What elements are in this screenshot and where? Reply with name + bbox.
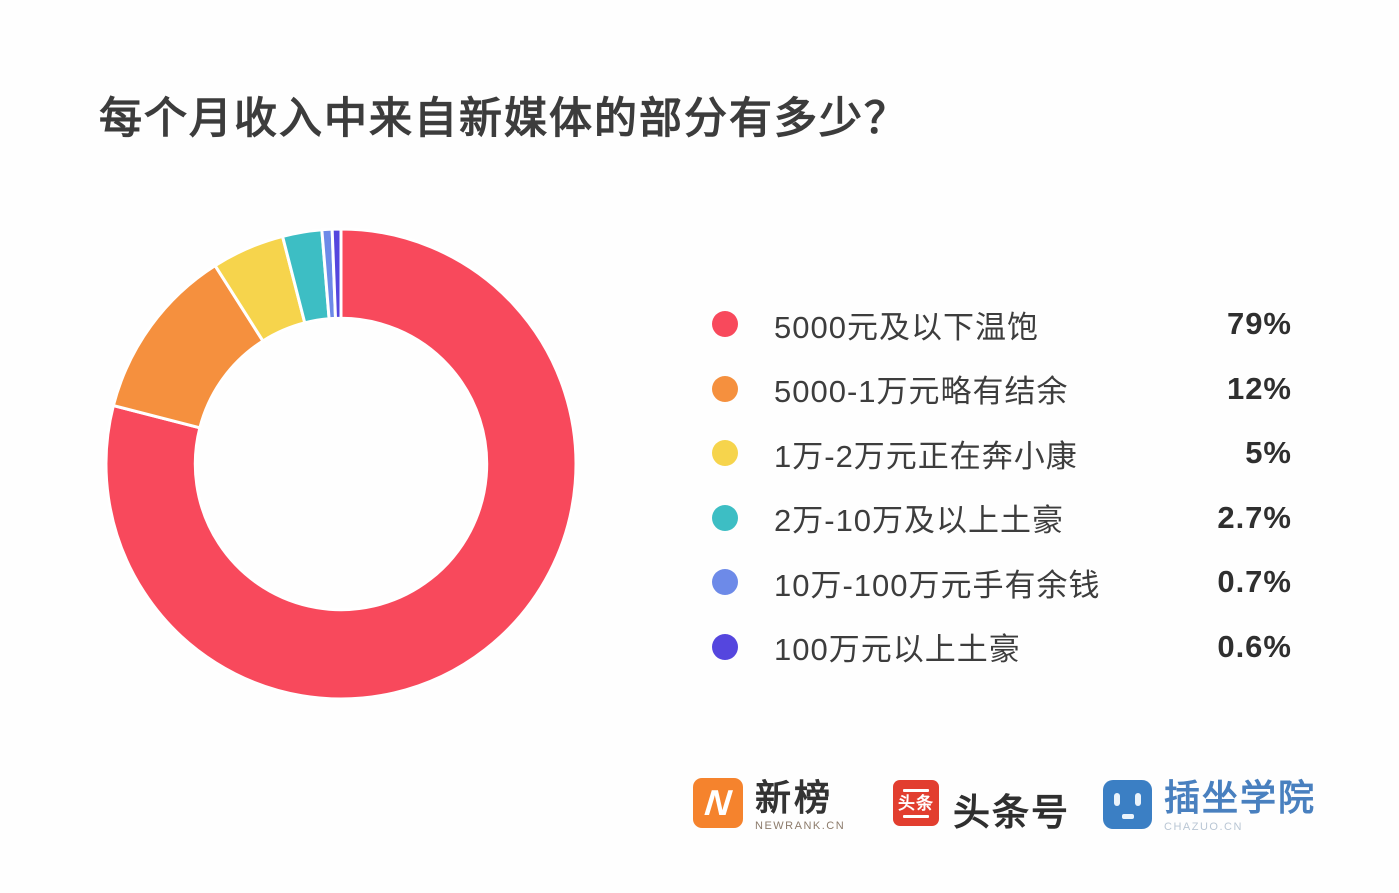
chazuo-eye-right-icon [1135, 793, 1141, 806]
donut-chart [103, 226, 579, 702]
chazuo-mouth-icon [1121, 814, 1134, 819]
legend-item-1: 5000-1万元略有结余 12% [712, 357, 1292, 422]
legend-item-3: 2万-10万及以上土豪 2.7% [712, 486, 1292, 551]
legend-label: 5000元及以下温饱 [774, 309, 1039, 345]
newrank-name: 新榜 [755, 777, 834, 818]
legend-label: 10万-100万元手有余钱 [774, 567, 1101, 603]
toutiao-logo: 头条 头条号 [893, 778, 1070, 836]
legend-percent: 0.7% [1217, 564, 1292, 600]
donut-slice-5 [330, 227, 343, 320]
legend-bullet-icon [712, 440, 738, 467]
toutiao-icon-bar-top [903, 788, 929, 792]
toutiao-icon-bar-bottom [903, 814, 929, 818]
legend-percent: 79% [1226, 306, 1292, 342]
legend-bullet-icon [712, 504, 738, 531]
legend-item-5: 100万元以上土豪 0.6% [712, 615, 1292, 680]
page-title: 每个月收入中来自新媒体的部分有多少？ [99, 95, 909, 143]
legend-percent: 2.7% [1217, 499, 1292, 535]
toutiao-icon-text: 头条 [898, 793, 934, 813]
legend-percent: 5% [1245, 435, 1292, 471]
legend-label: 1万-2万元正在奔小康 [774, 438, 1078, 474]
chazuo-logo: 插坐学院 CHAZUO.CN [1103, 778, 1316, 833]
legend-label: 2万-10万及以上土豪 [774, 503, 1065, 539]
chazuo-robot-icon [1103, 780, 1152, 829]
legend-item-4: 10万-100万元手有余钱 0.7% [712, 550, 1292, 615]
legend-bullet-icon [712, 375, 738, 402]
newrank-subtext: NEWRANK.CN [755, 819, 846, 832]
legend-label: 100万元以上土豪 [774, 632, 1021, 668]
donut-chart-svg [104, 227, 578, 701]
legend-percent: 12% [1226, 370, 1292, 406]
legend-bullet-icon [712, 569, 738, 596]
newrank-logo: N 新榜 NEWRANK.CN [693, 778, 845, 832]
footer-logos: N 新榜 NEWRANK.CN 头条 头条号 插坐学院 CHA [0, 778, 1399, 858]
chazuo-name: 插坐学院 [1164, 777, 1317, 818]
newrank-icon: N [693, 778, 743, 828]
legend-percent: 0.6% [1217, 628, 1292, 664]
legend-item-0: 5000元及以下温饱 79% [712, 292, 1292, 357]
newrank-icon-letter: N [702, 782, 734, 823]
toutiao-name: 头条号 [953, 792, 1070, 833]
legend-bullet-icon [712, 311, 738, 338]
legend-bullet-icon [712, 633, 738, 660]
legend-item-2: 1万-2万元正在奔小康 5% [712, 421, 1292, 486]
chazuo-eye-left-icon [1114, 793, 1120, 806]
legend: 5000元及以下温饱 79% 5000-1万元略有结余 12% 1万-2万元正在奔小康 5… [712, 292, 1292, 679]
chazuo-subtext: CHAZUO.CN [1164, 820, 1243, 833]
donut-slice-0 [104, 227, 578, 701]
toutiao-icon: 头条 [893, 780, 939, 826]
legend-label: 5000-1万元略有结余 [774, 374, 1069, 410]
